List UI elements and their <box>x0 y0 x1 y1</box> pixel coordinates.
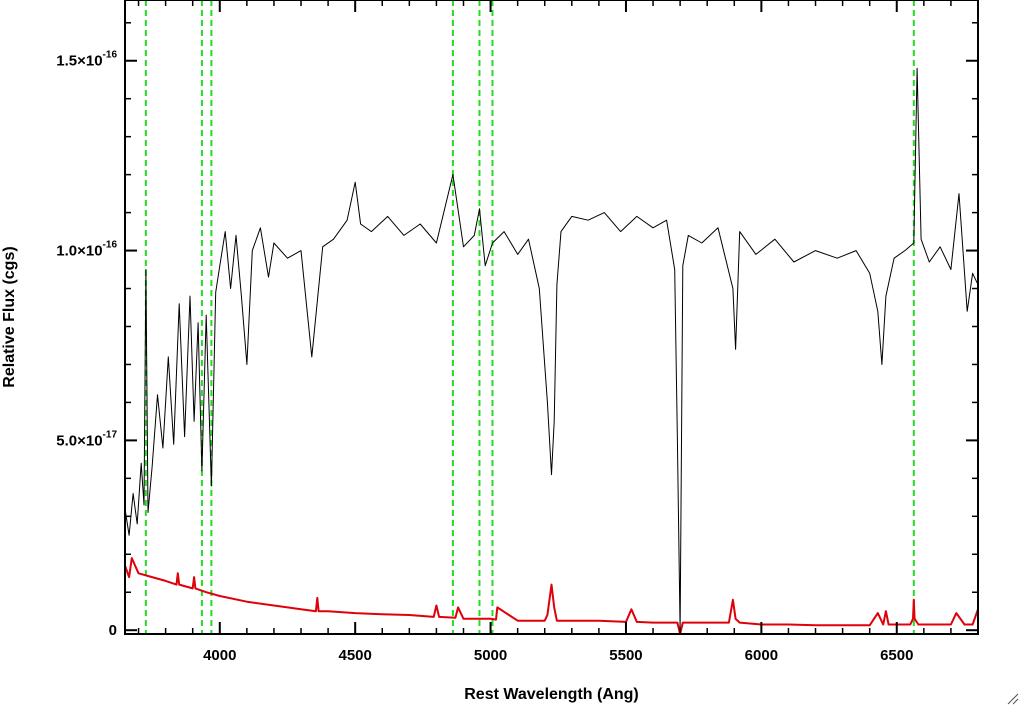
x-tick-label: 6500 <box>880 647 913 664</box>
x-tick-label: 5500 <box>609 647 642 664</box>
resize-grip-icon <box>1007 693 1019 705</box>
x-tick-label: 5000 <box>474 647 507 664</box>
series-layer <box>124 67 979 635</box>
y-tick-label: 1.5×10-16 <box>56 50 117 70</box>
x-tick-label: 4500 <box>338 647 371 664</box>
tick-labels: 4000 4500 5000 5500 6000 6500 0 5.0×10-17 1.0×10… <box>56 50 913 664</box>
x-axis-label: Rest Wavelength (Ang) <box>464 686 639 703</box>
x-tick-label: 6000 <box>745 647 778 664</box>
plot-frame <box>124 0 979 635</box>
reference-lines <box>144 0 915 634</box>
axis-ticks <box>125 0 979 634</box>
error-series-line <box>124 557 979 635</box>
x-tick-label: 4000 <box>203 647 236 664</box>
y-axis-label: Relative Flux (cgs) <box>1 246 18 387</box>
y-tick-label: 1.0×10-16 <box>56 240 117 260</box>
y-tick-label: 5.0×10-17 <box>56 429 117 449</box>
y-tick-label: 0 <box>109 622 117 639</box>
spectrum-series-line <box>124 67 979 631</box>
